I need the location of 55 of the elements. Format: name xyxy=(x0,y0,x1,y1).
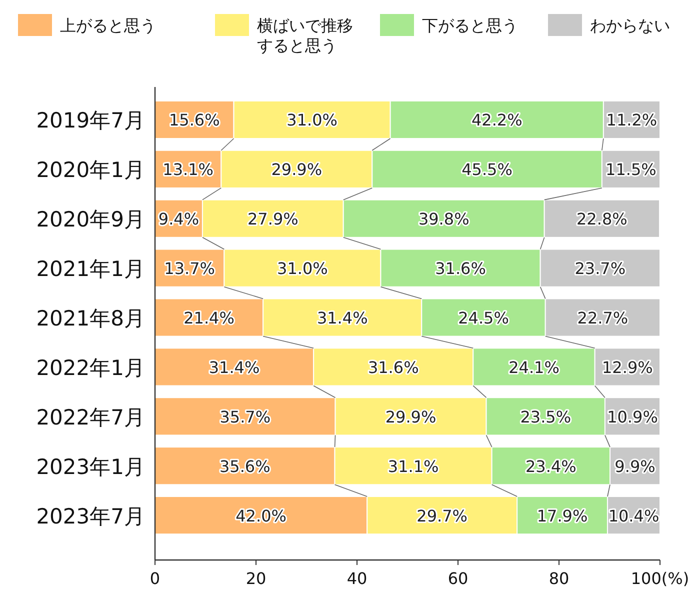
data-label: 13.1% xyxy=(162,160,214,180)
data-label: 10.4% xyxy=(608,506,660,526)
y-tick-label: 2019年7月 xyxy=(36,108,145,133)
legend-label: 横ばいで推移すると思う xyxy=(257,16,353,55)
data-label: 22.7% xyxy=(577,308,628,328)
data-label: 24.1% xyxy=(508,358,560,377)
y-tick-label: 2023年1月 xyxy=(36,454,145,479)
data-label: 31.6% xyxy=(368,358,419,377)
data-label: 15.6% xyxy=(168,110,220,130)
data-label: 31.6% xyxy=(435,259,486,278)
data-label: 11.5% xyxy=(606,160,656,180)
y-tick-label: 2020年9月 xyxy=(36,208,145,232)
legend-label: 下がると思う xyxy=(422,16,518,35)
data-label: 23.5% xyxy=(520,407,572,426)
legend-label: 上がると思う xyxy=(60,16,156,35)
x-tick-label: 0 xyxy=(150,569,160,588)
data-label: 31.4% xyxy=(208,358,260,377)
data-label: 24.5% xyxy=(458,308,509,328)
data-label: 42.2% xyxy=(471,110,522,130)
data-label: 29.7% xyxy=(416,506,468,526)
data-label: 27.9% xyxy=(248,210,298,229)
data-label: 23.4% xyxy=(526,456,576,476)
data-label: 9.4% xyxy=(158,210,200,229)
data-label: 12.9% xyxy=(602,358,653,377)
data-label: 31.4% xyxy=(316,308,368,328)
data-label: 31.0% xyxy=(286,110,338,130)
data-label: 29.9% xyxy=(271,160,322,180)
data-label: 31.1% xyxy=(388,456,439,476)
legend-label: わからない xyxy=(590,16,670,35)
y-tick-label: 2022年1月 xyxy=(36,356,145,380)
x-tick-label: 100(%) xyxy=(630,569,690,588)
x-tick-label: 60 xyxy=(448,569,468,588)
data-label: 11.2% xyxy=(606,110,658,130)
data-label: 10.9% xyxy=(607,407,658,426)
data-label: 31.0% xyxy=(277,259,328,278)
data-label: 39.8% xyxy=(418,210,470,229)
data-label: 23.7% xyxy=(574,259,626,278)
data-label: 9.9% xyxy=(614,456,656,476)
data-label: 21.4% xyxy=(184,308,234,328)
data-label: 13.7% xyxy=(164,259,216,278)
data-label: 17.9% xyxy=(536,506,588,526)
y-tick-label: 2021年8月 xyxy=(36,306,145,330)
y-tick-label: 2022年7月 xyxy=(36,405,145,430)
y-tick-label: 2021年1月 xyxy=(36,257,145,282)
data-label: 42.0% xyxy=(236,506,286,526)
x-tick-label: 40 xyxy=(346,569,368,588)
data-label: 22.8% xyxy=(576,210,628,229)
x-tick-label: 80 xyxy=(548,569,570,588)
data-label: 35.6% xyxy=(219,456,270,476)
x-tick-label: 20 xyxy=(246,569,266,588)
y-tick-label: 2020年1月 xyxy=(36,158,145,182)
data-label: 29.9% xyxy=(385,407,436,426)
data-label: 45.5% xyxy=(462,160,512,180)
y-tick-label: 2023年7月 xyxy=(36,504,145,528)
data-label: 35.7% xyxy=(220,407,271,426)
